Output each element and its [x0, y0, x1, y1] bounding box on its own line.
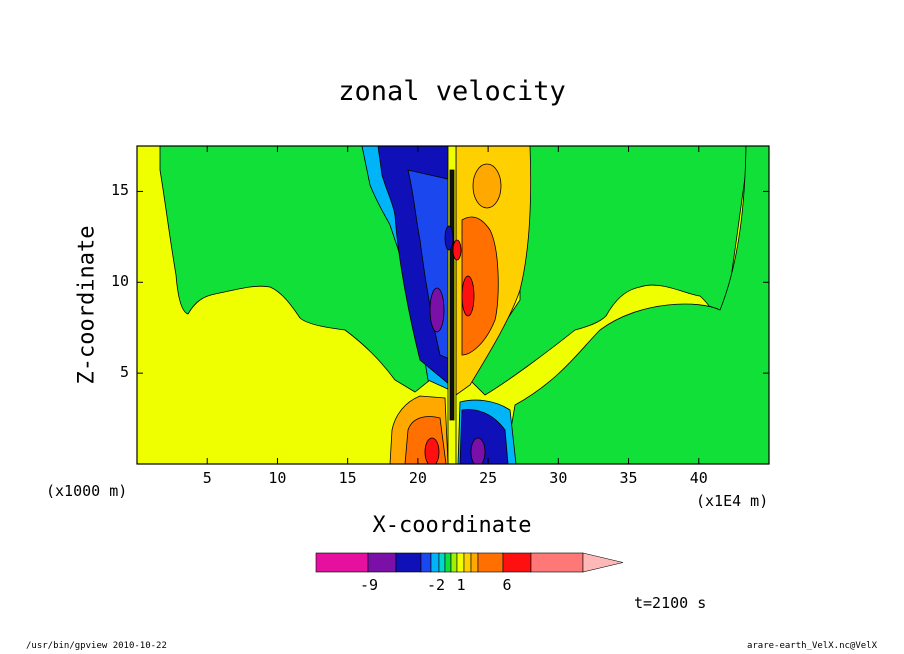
y-tick-label: 10	[110, 272, 129, 291]
footer-left: /usr/bin/gpview 2010-10-22	[26, 641, 167, 651]
colorbar-cell	[463, 552, 472, 573]
x-tick-label: 10	[268, 469, 287, 487]
lower-left-red-core	[424, 437, 440, 464]
right-amber-upper	[472, 163, 502, 209]
x-tick-label: 20	[408, 469, 427, 487]
colorbar-label: -9	[359, 576, 379, 594]
colorbar-cell	[438, 552, 446, 573]
x-tick-label: 40	[689, 469, 708, 487]
right-zero-region	[504, 146, 769, 464]
y-axis-label: Z-coordinate	[74, 225, 100, 385]
colorbar-label: 6	[502, 576, 512, 594]
x-axis-label: X-coordinate	[372, 513, 532, 538]
colorbar-cell	[420, 552, 432, 573]
right-orange-lobe	[461, 216, 499, 356]
right-red-core	[461, 275, 475, 317]
colorbar-cell	[367, 552, 397, 573]
y-unit-label: (x1000 m)	[46, 482, 128, 500]
footer-right: arare-earth_VelX.nc@VelX	[746, 641, 877, 651]
center-red-upper	[452, 239, 462, 261]
colorbar-cell	[470, 552, 479, 573]
y-tick-label: 5	[119, 363, 129, 382]
x-unit-label: (x1E4 m)	[696, 492, 769, 510]
x-tick-label: 5	[202, 469, 212, 487]
center-blue-upper	[444, 225, 454, 251]
colorbar-label: -2	[426, 576, 446, 594]
center-black-column	[449, 169, 455, 421]
chart-title: zonal velocity	[338, 76, 566, 107]
x-tick-label: 25	[479, 469, 498, 487]
left-zero-region	[159, 146, 441, 393]
colorbar-label: 1	[456, 576, 466, 594]
colorbar-cell	[450, 552, 458, 573]
colorbar-cell	[395, 552, 422, 573]
colorbar-cell	[530, 552, 584, 573]
y-tick-label: 15	[110, 181, 129, 200]
x-tick-label: 30	[549, 469, 568, 487]
colorbar-cell	[477, 552, 504, 573]
plot-frame	[136, 145, 770, 465]
colorbar-cell	[315, 552, 369, 573]
colorbar-cell	[502, 552, 532, 573]
axis-ticks	[137, 146, 769, 464]
contour-field	[137, 146, 769, 464]
x-tick-label: 35	[619, 469, 638, 487]
colorbar	[315, 552, 624, 573]
colorbar-cell	[456, 552, 465, 573]
x-tick-label: 15	[338, 469, 357, 487]
colorbar-cell	[444, 552, 452, 573]
lower-right-violet-core	[470, 437, 486, 464]
colorbar-arrow	[582, 552, 624, 573]
colorbar-cell	[430, 552, 440, 573]
time-annotation: t=2100 s	[634, 594, 707, 612]
left-violet-core	[429, 287, 445, 333]
